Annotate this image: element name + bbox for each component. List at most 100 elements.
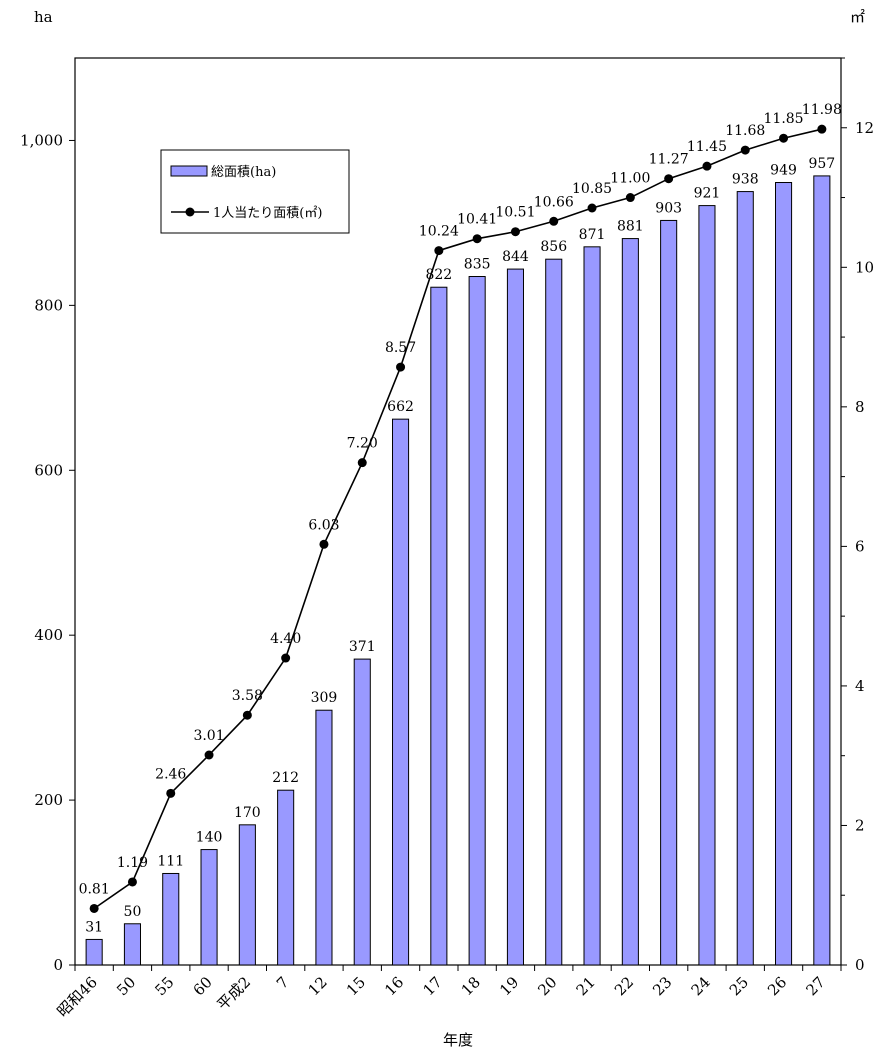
bar — [238, 824, 256, 966]
left-tick-label: 800 — [34, 296, 63, 314]
bar — [506, 268, 524, 966]
bar-value-label: 662 — [387, 399, 414, 415]
line-value-label: 10.66 — [534, 194, 574, 210]
line-value-label: 1.19 — [117, 855, 148, 871]
bar-value-label: 835 — [464, 257, 491, 273]
right-tick-label: 10 — [855, 258, 874, 276]
left-tick-label: 400 — [34, 626, 63, 644]
line-value-label: 11.85 — [764, 111, 804, 127]
bar — [621, 238, 639, 966]
line-point — [549, 216, 559, 226]
bar — [660, 219, 678, 966]
left-tick-label: 600 — [34, 461, 63, 479]
bar-value-label: 881 — [617, 219, 644, 235]
x-tick-label: 18 — [458, 973, 484, 999]
line-value-label: 0.81 — [79, 881, 110, 897]
x-tick-label: 50 — [113, 973, 139, 999]
line-point — [587, 203, 597, 213]
line-value-label: 11.00 — [610, 171, 650, 187]
legend: 総面積(ha) 1人当たり面積(㎡) — [160, 149, 350, 234]
line-point — [664, 174, 674, 184]
line-value-label: 11.68 — [725, 123, 765, 139]
line-value-label: 6.03 — [308, 517, 339, 533]
legend-line-label: 1人当たり面積(㎡) — [213, 206, 322, 221]
bar-value-label: 50 — [124, 904, 142, 920]
x-tick-label: 24 — [688, 973, 714, 999]
bar — [162, 872, 180, 966]
line-point — [242, 710, 252, 720]
x-tick-label: 25 — [726, 973, 752, 999]
x-tick-label: 7 — [273, 973, 292, 992]
line-value-label: 2.46 — [155, 766, 186, 782]
bar — [85, 938, 103, 966]
bar — [430, 286, 448, 966]
left-tick-label: 1,000 — [20, 131, 63, 149]
bar-value-label: 140 — [196, 830, 223, 846]
bar-value-label: 309 — [311, 690, 338, 706]
x-tick-label: 23 — [649, 973, 675, 999]
bar — [775, 182, 793, 966]
right-tick-label: 8 — [855, 398, 865, 416]
bar-value-label: 856 — [540, 239, 567, 255]
bar-series — [85, 175, 831, 966]
legend-box — [160, 149, 350, 234]
bar-value-label: 921 — [694, 186, 721, 202]
line-point — [281, 653, 291, 663]
line-value-label: 7.20 — [347, 436, 378, 452]
line-series — [89, 124, 827, 913]
bar-value-label: 844 — [502, 249, 529, 265]
left-axis: 0 200 400 600 800 1,000 — [20, 131, 75, 974]
line-point — [319, 539, 329, 549]
x-tick-label: 26 — [764, 973, 790, 999]
line-value-label: 10.41 — [457, 212, 497, 228]
line-value-label: 11.98 — [802, 102, 842, 118]
legend-line-marker — [185, 207, 195, 217]
right-tick-label: 0 — [855, 956, 865, 974]
bar-value-label: 938 — [732, 172, 759, 188]
line-point — [740, 145, 750, 155]
legend-bar-swatch — [170, 165, 208, 177]
series-line — [93, 128, 823, 910]
x-tick-label: 15 — [343, 973, 369, 999]
bar — [123, 923, 141, 966]
bar — [277, 789, 295, 966]
line-point — [357, 458, 367, 468]
x-tick-label: 16 — [381, 973, 407, 999]
x-tick-label: 60 — [190, 973, 216, 999]
left-tick-label: 200 — [34, 791, 63, 809]
bar-value-label: 31 — [85, 919, 103, 935]
x-tick-label: 27 — [802, 973, 828, 999]
bar — [468, 276, 486, 966]
bar-value-label: 957 — [808, 156, 835, 172]
left-tick-label: 0 — [53, 956, 63, 974]
x-tick-label: 昭和46 — [54, 973, 101, 1020]
line-point — [204, 750, 214, 760]
line-value-label: 3.58 — [232, 688, 263, 704]
line-point — [625, 193, 635, 203]
bar — [315, 709, 333, 966]
right-tick-label: 12 — [855, 119, 874, 137]
bar-data-labels: 31 50 111 140 170 212 309 371 662 822 835 844 856 871… — [85, 156, 835, 936]
line-data-labels: 0.81 1.19 2.46 3.01 3.58 4.40 6.03 7.20 8.57 10.2… — [79, 102, 842, 897]
bar — [392, 418, 410, 966]
x-tick-label: 12 — [305, 973, 331, 999]
x-tick-label: 20 — [534, 973, 560, 999]
right-tick-label: 4 — [855, 677, 865, 695]
bar-value-label: 949 — [770, 163, 797, 179]
right-axis: 0 2 4 6 8 10 12 — [841, 57, 874, 974]
bar-value-label: 903 — [655, 200, 682, 216]
bar-value-label: 111 — [157, 853, 184, 869]
x-axis-title: 年度 — [443, 1031, 473, 1049]
bar-value-label: 170 — [234, 805, 261, 821]
bar-value-label: 371 — [349, 639, 376, 655]
x-tick-label: 17 — [419, 973, 445, 999]
right-unit-label: ㎡ — [850, 8, 865, 26]
bar-value-label: 822 — [425, 267, 452, 283]
legend-bar-label: 総面積(ha) — [211, 165, 276, 180]
line-point — [779, 133, 789, 143]
bar — [813, 175, 831, 966]
bar — [736, 191, 754, 966]
